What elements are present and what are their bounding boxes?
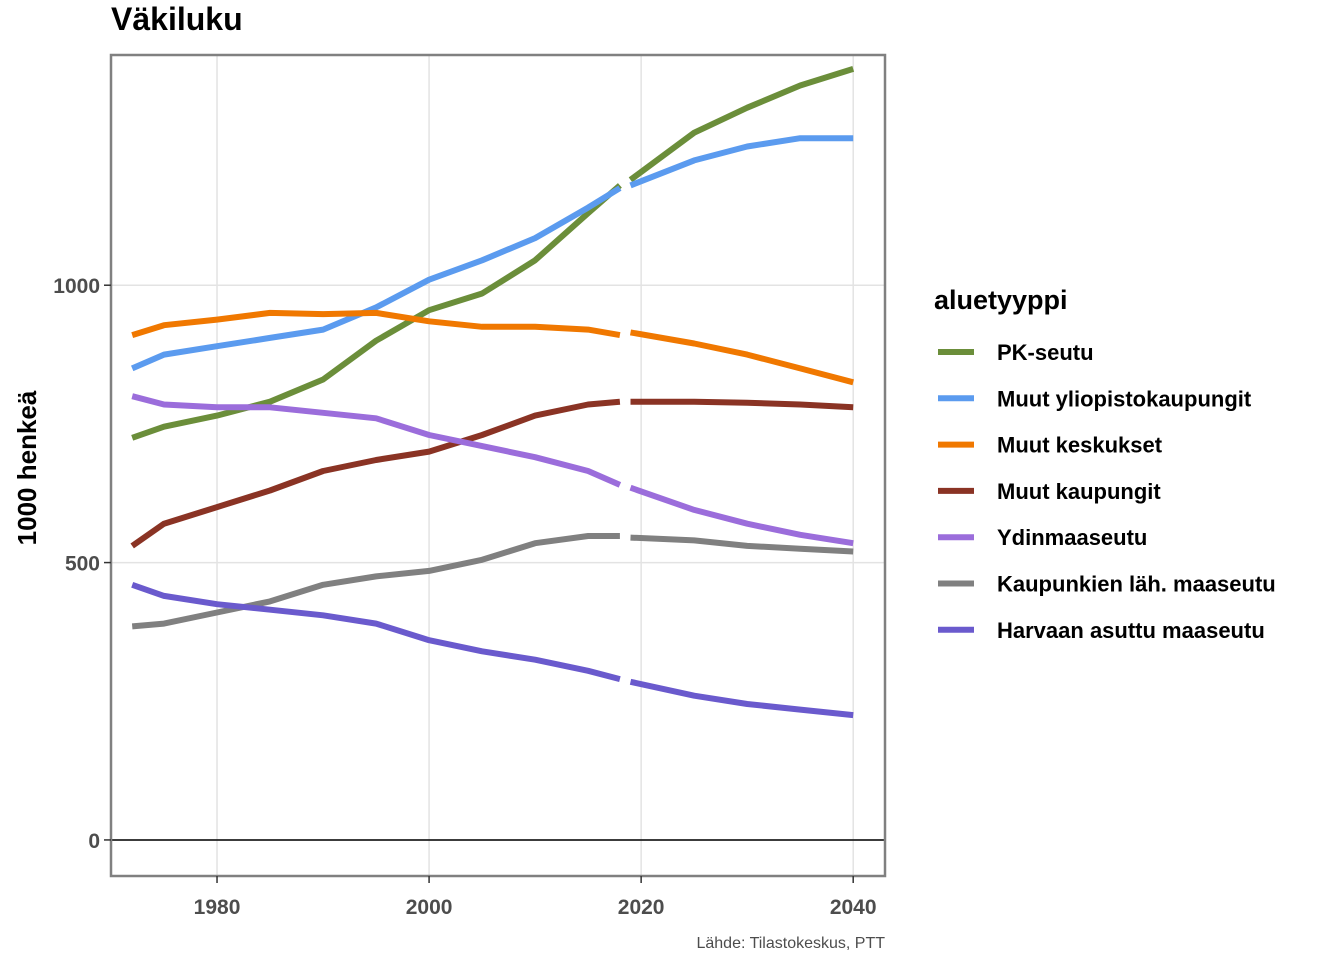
legend-label: Muut yliopistokaupungit [997,386,1252,411]
series-line-history-1 [131,185,622,372]
legend-label: Harvaan asuttu maaseutu [997,618,1265,643]
x-tick-label: 2040 [830,896,877,919]
x-tick-label: 2000 [406,896,453,919]
series-line-history-2 [131,309,621,339]
x-tick-label: 1980 [194,896,241,919]
y-axis-label: 1000 henkeä [12,390,42,545]
legend-label: Muut keskukset [997,433,1163,458]
series-line-history-4 [131,393,622,488]
series-line-projection-6 [629,678,854,719]
series-line-projection-3 [630,398,854,411]
caption: Lähde: Tilastokeskus, PTT [696,935,885,952]
y-tick-label: 0 [88,830,100,853]
legend-title: aluetyyppi [934,285,1068,315]
series-line-projection-2 [629,329,854,386]
plot-area: 1980 2000 2020 2040 0 500 1000 [53,53,887,919]
series-line-history-3 [130,398,621,549]
legend-label: Muut kaupungit [997,479,1161,504]
series-line-projection-5 [630,534,854,555]
series-line-history-5 [131,533,620,630]
legend: aluetyyppi PK-seutu Muut yliopistokaupung… [934,285,1276,643]
series-line-history-6 [131,581,621,683]
legend-label: PK-seutu [997,340,1094,365]
series-line-projection-4 [629,484,854,547]
series-line-projection-0 [628,66,855,183]
series-line-history-0 [131,183,622,441]
x-tick-label: 2020 [618,896,665,919]
plot-border [109,53,887,878]
legend-label: Kaupunkien läh. maaseutu [997,572,1276,597]
y-tick-label: 1000 [53,275,100,298]
legend-label: Ydinmaaseutu [997,525,1147,550]
chart-title: Väkiluku [111,1,243,37]
y-tick-label: 500 [65,553,100,576]
series-line-projection-1 [629,135,854,189]
